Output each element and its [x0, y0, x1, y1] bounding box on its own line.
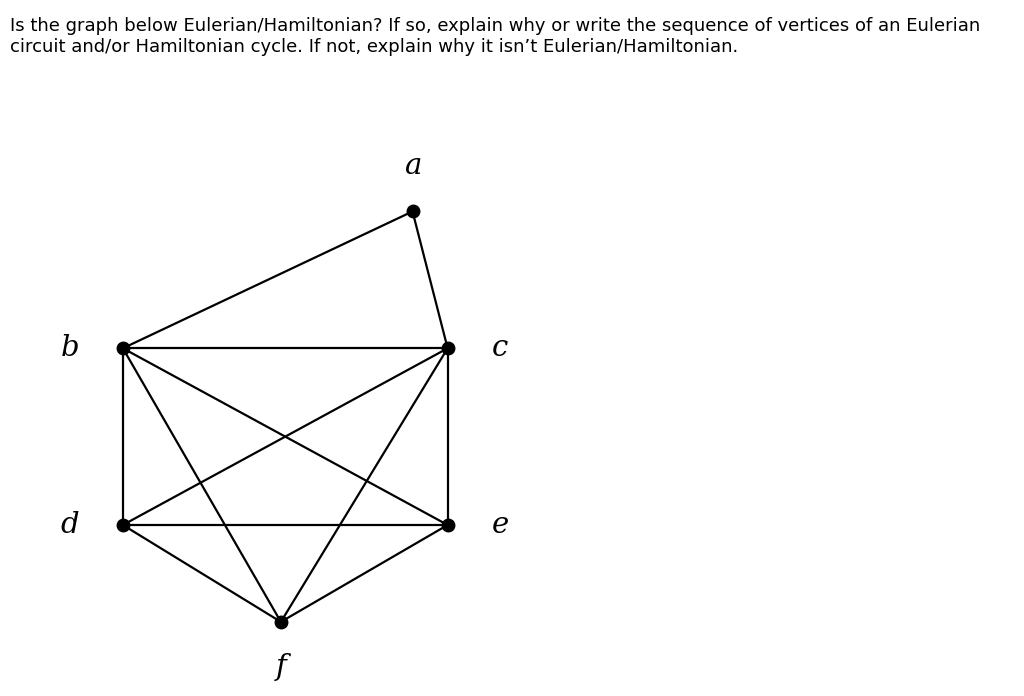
Text: e: e	[492, 511, 509, 539]
Text: d: d	[60, 511, 79, 539]
Text: f: f	[275, 654, 287, 681]
Text: b: b	[60, 334, 79, 362]
Text: c: c	[492, 334, 508, 362]
Text: a: a	[403, 152, 421, 180]
Text: Is the graph below Eulerian/Hamiltonian? If so, explain why or write the sequenc: Is the graph below Eulerian/Hamiltonian?…	[10, 17, 981, 56]
